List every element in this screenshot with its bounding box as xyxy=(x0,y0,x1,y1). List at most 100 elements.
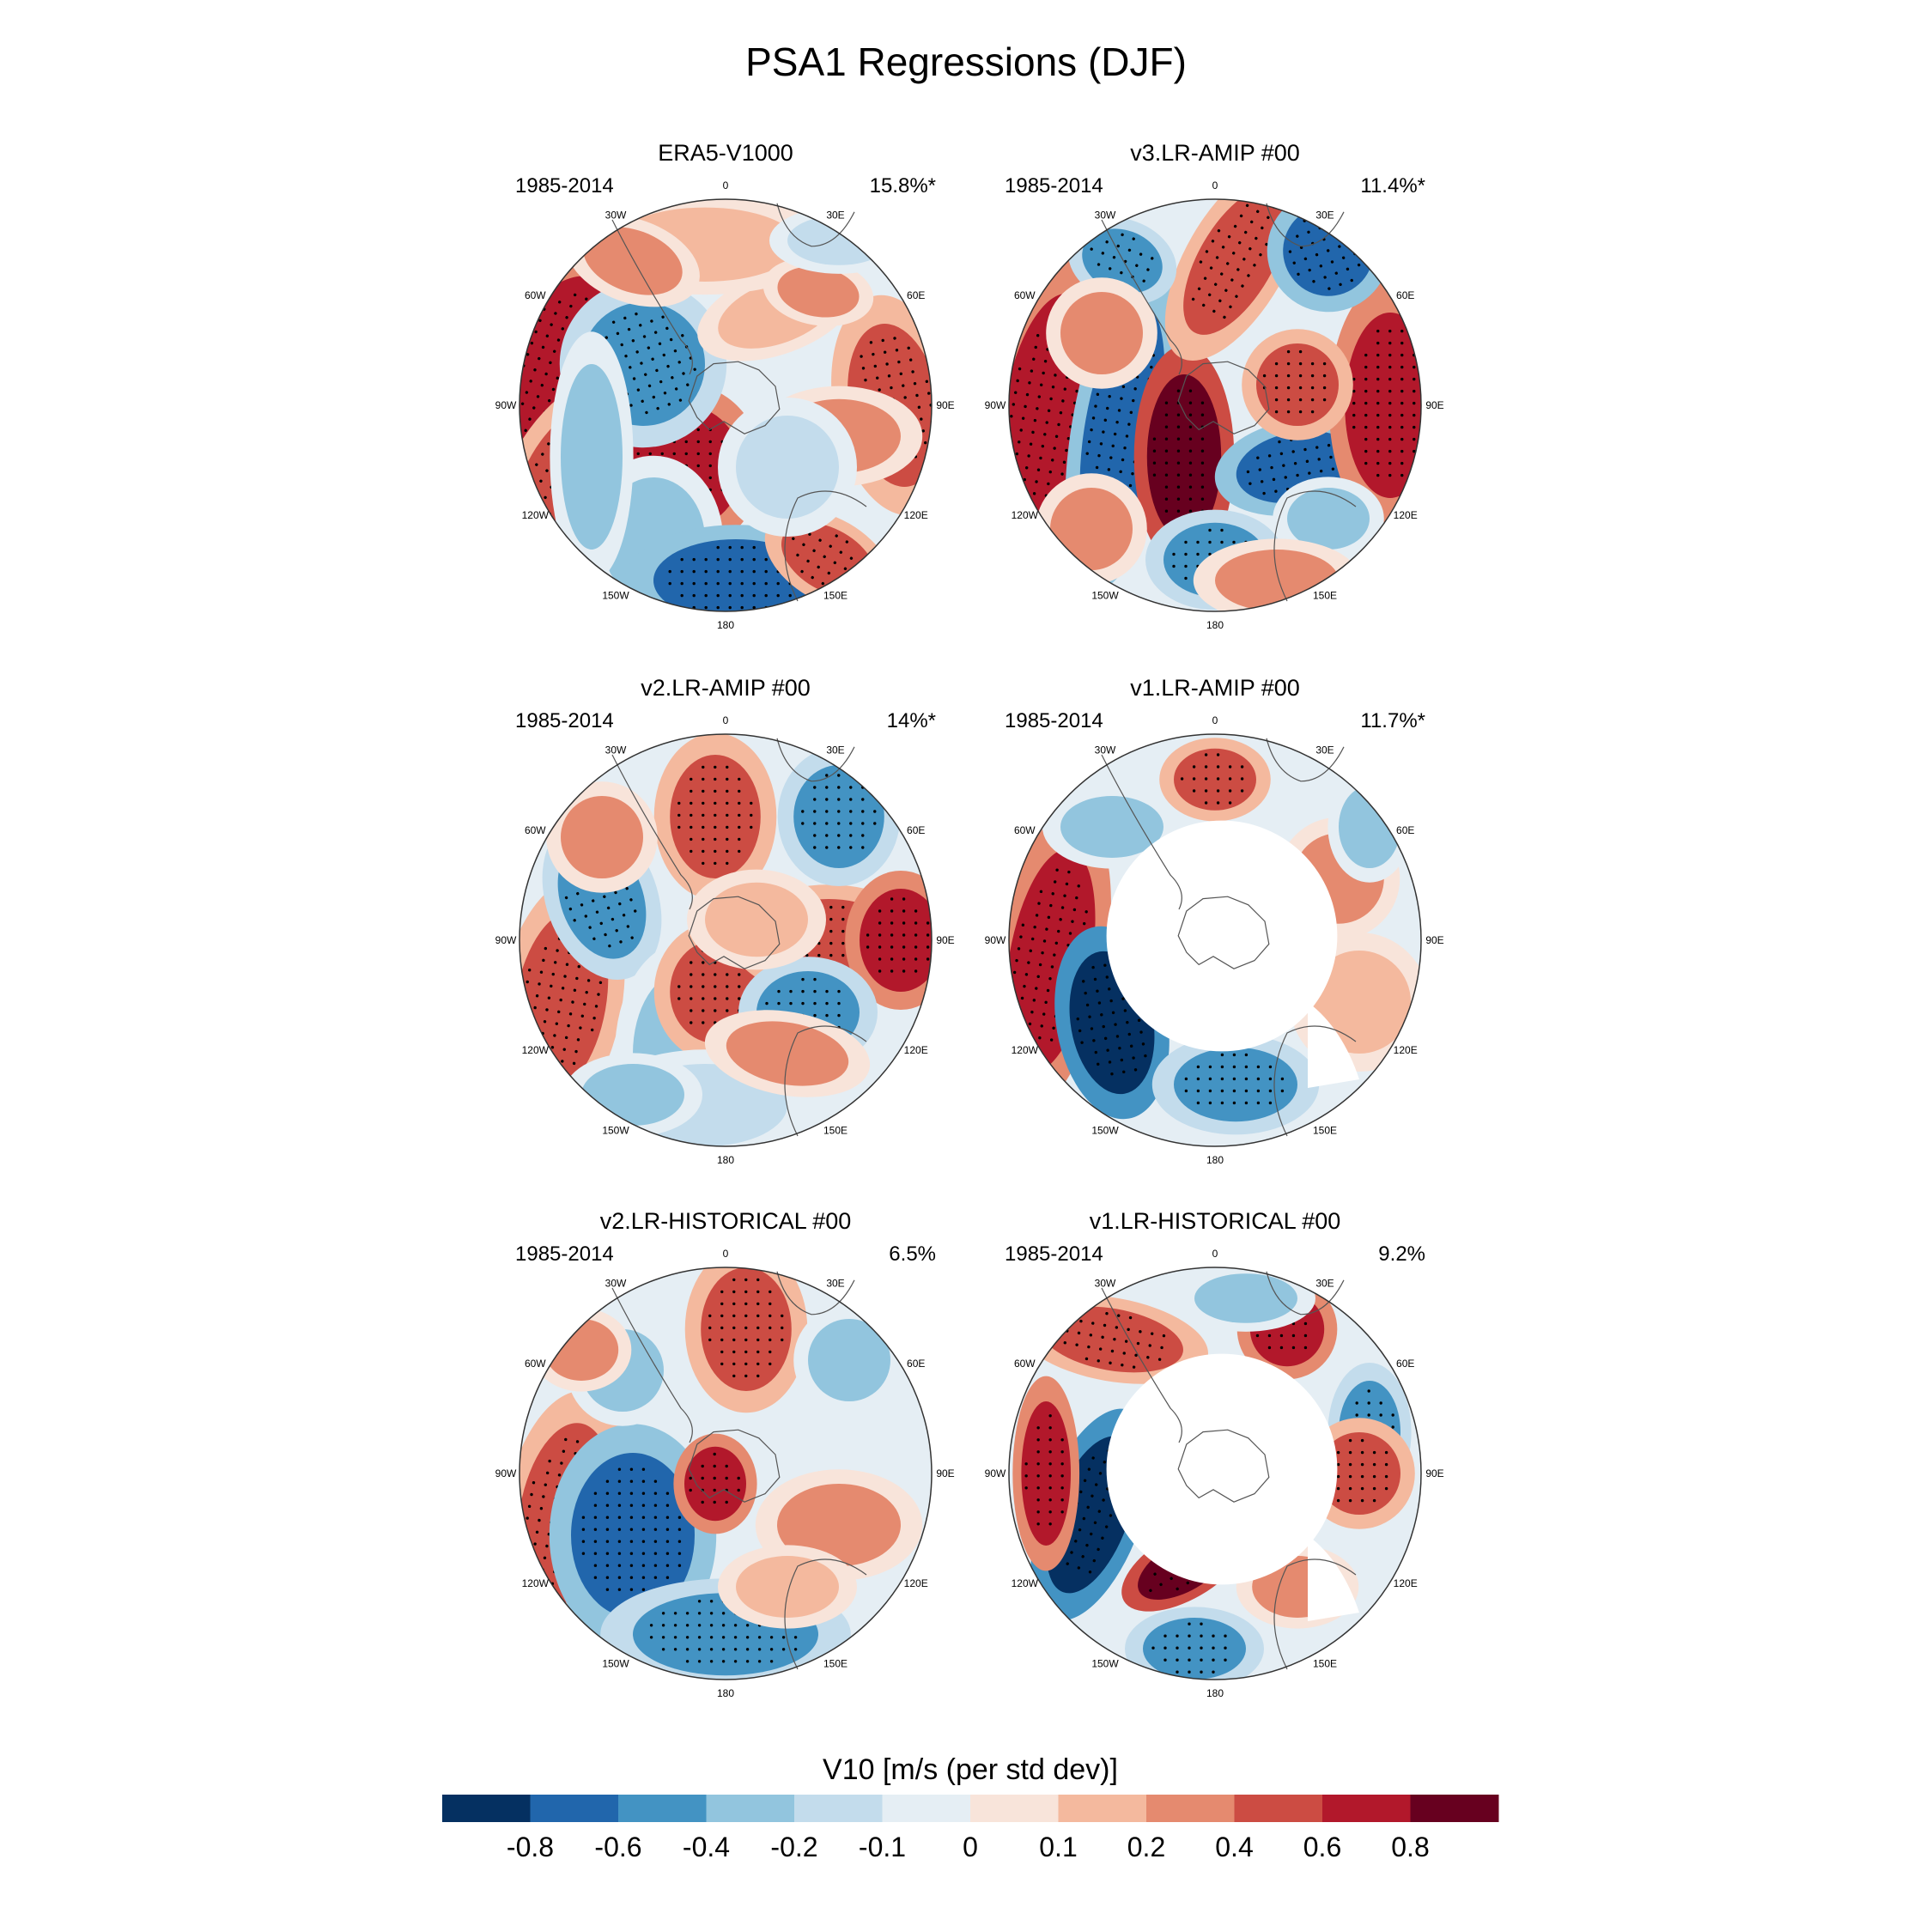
map-border xyxy=(1008,198,1422,612)
longitude-label: 0 xyxy=(1212,714,1218,726)
longitude-label: 60W xyxy=(1014,1358,1036,1370)
contour-core xyxy=(808,1319,890,1401)
longitude-label: 60E xyxy=(907,289,925,301)
contour-core xyxy=(583,227,683,295)
south-america-coastline xyxy=(611,1287,693,1443)
stippling xyxy=(668,545,792,610)
stippling xyxy=(1151,1622,1227,1674)
longitude-label: 180 xyxy=(717,619,734,631)
longitude-label: 180 xyxy=(717,1154,734,1166)
longitude-label: 30E xyxy=(1315,1277,1334,1289)
colorbar-swatch xyxy=(706,1795,795,1822)
anomaly-field xyxy=(519,199,932,611)
contour-core xyxy=(1050,488,1133,570)
longitude-label: 150W xyxy=(1091,1658,1119,1670)
longitude-label: 60E xyxy=(907,1358,925,1370)
colorbar-swatch xyxy=(1058,1795,1147,1822)
colorbar-tick-label: 0 xyxy=(963,1832,978,1862)
longitude-label: 120E xyxy=(904,1044,928,1056)
panel-4: 0 30E 60E 90E 120E 150E 180 150W 120W 90W 60W 30W v1… xyxy=(985,675,1444,1166)
panel-title: v1.LR-HISTORICAL #00 xyxy=(1090,1208,1341,1234)
longitude-label: 90E xyxy=(936,399,954,411)
longitude-label: 60W xyxy=(525,289,546,301)
longitude-label: 120W xyxy=(522,509,550,521)
africa-coastline xyxy=(776,738,855,782)
longitude-label: 30W xyxy=(605,209,627,221)
panel-6: 0 30E 60E 90E 120E 150E 180 150W 120W 90W 60W 30W v1… xyxy=(985,1208,1444,1699)
contour-core xyxy=(1194,1273,1297,1323)
longitude-label: 30W xyxy=(605,744,627,756)
panel-5: 0 30E 60E 90E 120E 150E 180 150W 120W 90W 60W 30W v2… xyxy=(495,1208,955,1699)
panel-period: 1985-2014 xyxy=(1005,709,1103,732)
stippling xyxy=(866,897,930,973)
longitude-label: 60W xyxy=(1014,824,1036,836)
contour-core xyxy=(544,1319,619,1381)
longitude-label: 120W xyxy=(1012,1577,1039,1589)
colorbar-tick-label: -0.6 xyxy=(594,1832,641,1862)
longitude-label: 0 xyxy=(1212,1248,1218,1260)
colorbar-swatch xyxy=(442,1795,531,1822)
colorbar-swatch xyxy=(1322,1795,1411,1822)
longitude-label: 180 xyxy=(717,1687,734,1699)
longitude-label: 150W xyxy=(602,1125,629,1137)
contour-core xyxy=(571,1453,695,1618)
longitude-label: 120E xyxy=(904,509,928,521)
longitude-label: 0 xyxy=(723,1248,729,1260)
contour-core xyxy=(1174,748,1256,811)
panel-percent: 14%* xyxy=(887,709,936,732)
stippling xyxy=(1352,329,1416,477)
longitude-label: 60W xyxy=(525,1358,546,1370)
panel-period: 1985-2014 xyxy=(515,1242,614,1266)
africa-coastline xyxy=(1266,1271,1345,1315)
longitude-label: 180 xyxy=(1206,1154,1224,1166)
colorbar-tick-label: 0.8 xyxy=(1391,1832,1429,1862)
antarctica-coastline xyxy=(1177,1429,1270,1503)
colorbar-tick-label: -0.4 xyxy=(683,1832,730,1862)
stippling xyxy=(708,1278,784,1378)
contour-core xyxy=(1143,1618,1246,1680)
contour-core xyxy=(1256,343,1339,426)
antarctica-coastline xyxy=(688,361,781,434)
panel-title: v2.LR-HISTORICAL #00 xyxy=(600,1208,852,1234)
longitude-label: 120W xyxy=(1012,1044,1039,1056)
colorbar-swatch xyxy=(530,1795,619,1822)
africa-coastline xyxy=(1266,738,1345,782)
contour-core xyxy=(561,796,643,878)
colorbar-tick-label: -0.2 xyxy=(770,1832,817,1862)
panels: 0 30E 60E 90E 120E 150E 180 150W 120W 90W 60W 30W ER… xyxy=(495,140,1444,1699)
contour-core xyxy=(787,216,890,265)
stippling xyxy=(1246,436,1346,495)
contour-core xyxy=(777,1484,901,1566)
anomaly-field xyxy=(519,734,932,1146)
map-border xyxy=(519,1267,933,1680)
masked-region xyxy=(1106,820,1338,1052)
map-border xyxy=(1008,733,1422,1147)
panel-percent: 9.2% xyxy=(1378,1242,1425,1266)
longitude-label: 30E xyxy=(1315,744,1334,756)
contour-core xyxy=(1174,1047,1297,1122)
longitude-label: 60E xyxy=(1396,289,1414,301)
stippling xyxy=(1262,349,1327,414)
longitude-label: 120E xyxy=(904,1577,928,1589)
panel-2: 0 30E 60E 90E 120E 150E 180 150W 120W 90W 60W 30W v3… xyxy=(985,140,1444,631)
colorbar: V10 [m/s (per std dev)] -0.8 -0.6 -0.4 -0.2… xyxy=(442,1753,1499,1862)
colorbar-swatch xyxy=(794,1795,883,1822)
longitude-label: 90E xyxy=(1425,1467,1443,1479)
longitude-label: 120W xyxy=(522,1044,550,1056)
panel-1: 0 30E 60E 90E 120E 150E 180 150W 120W 90W 60W 30W ER… xyxy=(495,140,955,631)
longitude-label: 0 xyxy=(723,179,729,191)
longitude-label: 90W xyxy=(495,1467,517,1479)
longitude-label: 90W xyxy=(985,399,1006,411)
contour-core xyxy=(1308,951,1411,1054)
longitude-label: 150E xyxy=(1313,1125,1337,1137)
panel-title: v1.LR-AMIP #00 xyxy=(1130,675,1300,701)
longitude-label: 120W xyxy=(522,1577,550,1589)
longitude-label: 150W xyxy=(602,590,629,602)
panel-title: ERA5-V1000 xyxy=(658,140,793,166)
contour-core xyxy=(1183,199,1288,335)
contour-core xyxy=(1287,488,1370,550)
longitude-label: 90W xyxy=(985,1467,1006,1479)
africa-coastline xyxy=(1266,203,1345,247)
colorbar-swatch xyxy=(1234,1795,1323,1822)
contour-core xyxy=(1021,1401,1071,1546)
